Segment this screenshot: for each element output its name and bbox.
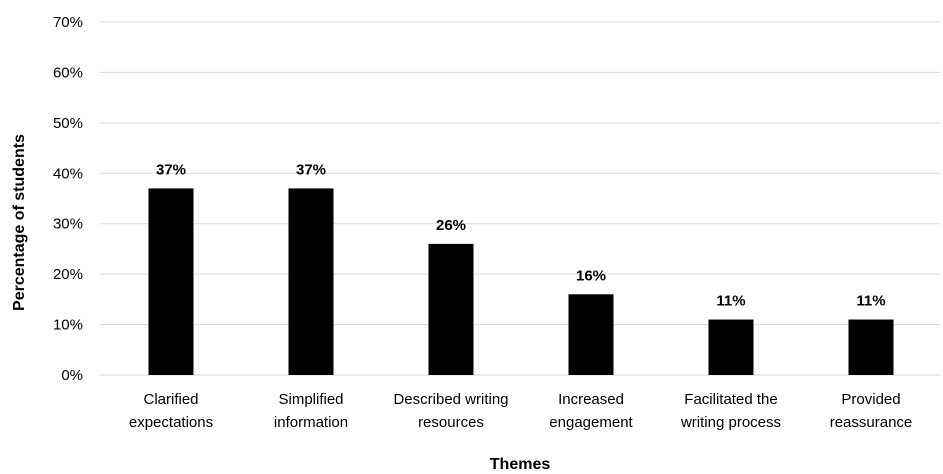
x-category-label-line: resources bbox=[418, 414, 484, 431]
data-label: 37% bbox=[296, 161, 326, 178]
bars bbox=[148, 188, 894, 375]
y-tick-label: 60% bbox=[53, 64, 83, 81]
data-label: 16% bbox=[576, 267, 606, 284]
bar bbox=[568, 294, 614, 375]
bar bbox=[708, 319, 754, 375]
y-tick-label: 0% bbox=[61, 367, 83, 384]
x-category-label-line: reassurance bbox=[830, 414, 913, 431]
y-tick-label: 30% bbox=[53, 216, 83, 233]
y-tick-label: 20% bbox=[53, 266, 83, 283]
x-category-label: Clarified expectations bbox=[129, 391, 213, 431]
x-category-label-line: Provided bbox=[841, 391, 900, 408]
y-tick-label: 70% bbox=[53, 14, 83, 31]
x-category-label-line: Simplified bbox=[278, 391, 343, 408]
x-category-label-line: expectations bbox=[129, 414, 213, 431]
data-label: 37% bbox=[156, 161, 186, 178]
y-axis-ticks: 0% 10% 20% 30% 40% 50% 60% 70% bbox=[53, 14, 83, 384]
bar bbox=[848, 319, 894, 375]
x-category-label: Increased engagement bbox=[549, 391, 633, 431]
y-tick-label: 50% bbox=[53, 115, 83, 132]
x-category-label: Facilitated the writing process bbox=[680, 391, 781, 431]
data-label: 26% bbox=[436, 217, 466, 234]
x-category-label: Simplified information bbox=[274, 391, 348, 431]
x-category-label-line: Increased bbox=[558, 391, 624, 408]
x-category-label: Provided reassurance bbox=[830, 391, 913, 431]
x-axis-title: Themes bbox=[490, 456, 551, 473]
y-tick-label: 10% bbox=[53, 317, 83, 334]
data-label: 11% bbox=[856, 293, 885, 310]
x-category-label-line: Described writing bbox=[393, 391, 508, 408]
gridlines bbox=[100, 21, 940, 376]
x-category-label-line: writing process bbox=[680, 414, 781, 431]
y-tick-label: 40% bbox=[53, 165, 83, 182]
bar bbox=[428, 243, 474, 375]
bar bbox=[288, 188, 334, 375]
bar bbox=[148, 188, 194, 375]
x-category-label-line: Facilitated the bbox=[684, 391, 777, 408]
x-category-label-line: information bbox=[274, 414, 348, 431]
data-label: 11% bbox=[716, 293, 745, 310]
y-axis-title: Percentage of students bbox=[11, 134, 28, 311]
data-labels: 37% 37% 26% 16% 11% 11% bbox=[156, 161, 886, 309]
x-category-label: Described writing resources bbox=[393, 391, 508, 431]
x-category-label-line: Clarified bbox=[143, 391, 198, 408]
x-axis-categories: Clarified expectations Simplified informati… bbox=[129, 391, 912, 431]
x-category-label-line: engagement bbox=[549, 414, 633, 431]
